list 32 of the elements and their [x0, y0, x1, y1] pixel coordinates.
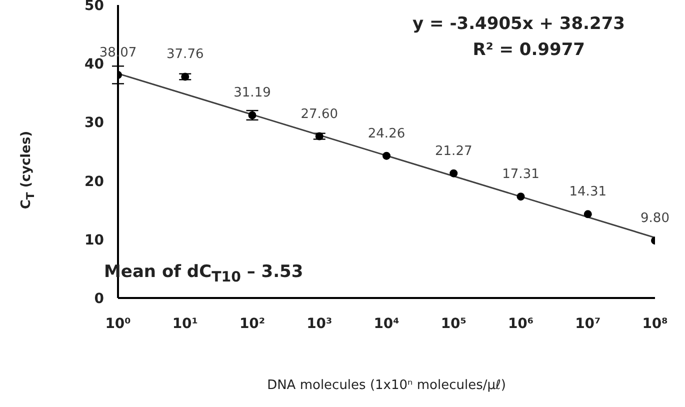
annotation: y = -3.4905x + 38.273 [412, 14, 625, 34]
y-tick-label: 30 [84, 115, 104, 132]
data-label: 24.26 [368, 126, 406, 142]
x-tick-label: 10⁸ [642, 316, 668, 332]
x-tick-label: 10⁵ [440, 316, 466, 332]
data-label: 14.31 [569, 184, 606, 200]
y-tick-label: 0 [94, 290, 104, 307]
data-label: 31.19 [234, 86, 271, 101]
x-tick-label: 10¹ [172, 316, 198, 332]
data-label: 17.31 [502, 167, 540, 182]
y-tick-label: 10 [84, 232, 104, 248]
x-tick-label: 10⁷ [575, 316, 601, 332]
x-tick-label: 10⁴ [374, 316, 400, 332]
point [382, 152, 390, 160]
data-label: 9.80 [640, 211, 670, 226]
x-tick-label: 10³ [306, 316, 332, 332]
point [516, 192, 525, 201]
data-label: 27.60 [300, 106, 338, 122]
x-axis-title: DNA molecules (1x10ⁿ molecules/µℓ) [267, 378, 506, 393]
point [315, 132, 324, 140]
point [248, 111, 256, 120]
data-label: 21.27 [435, 144, 472, 159]
annotation: R² = 0.9977 [472, 40, 585, 60]
x-tick-label: 10⁶ [508, 316, 534, 332]
data-label: 37.76 [166, 47, 204, 62]
x-tick-label: 10² [239, 316, 266, 332]
x-tick-label: 10⁰ [105, 316, 131, 332]
point [181, 72, 190, 81]
point [450, 169, 458, 178]
y-tick-label: 40 [84, 56, 104, 73]
y-tick-label: 20 [84, 174, 104, 190]
point [584, 210, 592, 218]
